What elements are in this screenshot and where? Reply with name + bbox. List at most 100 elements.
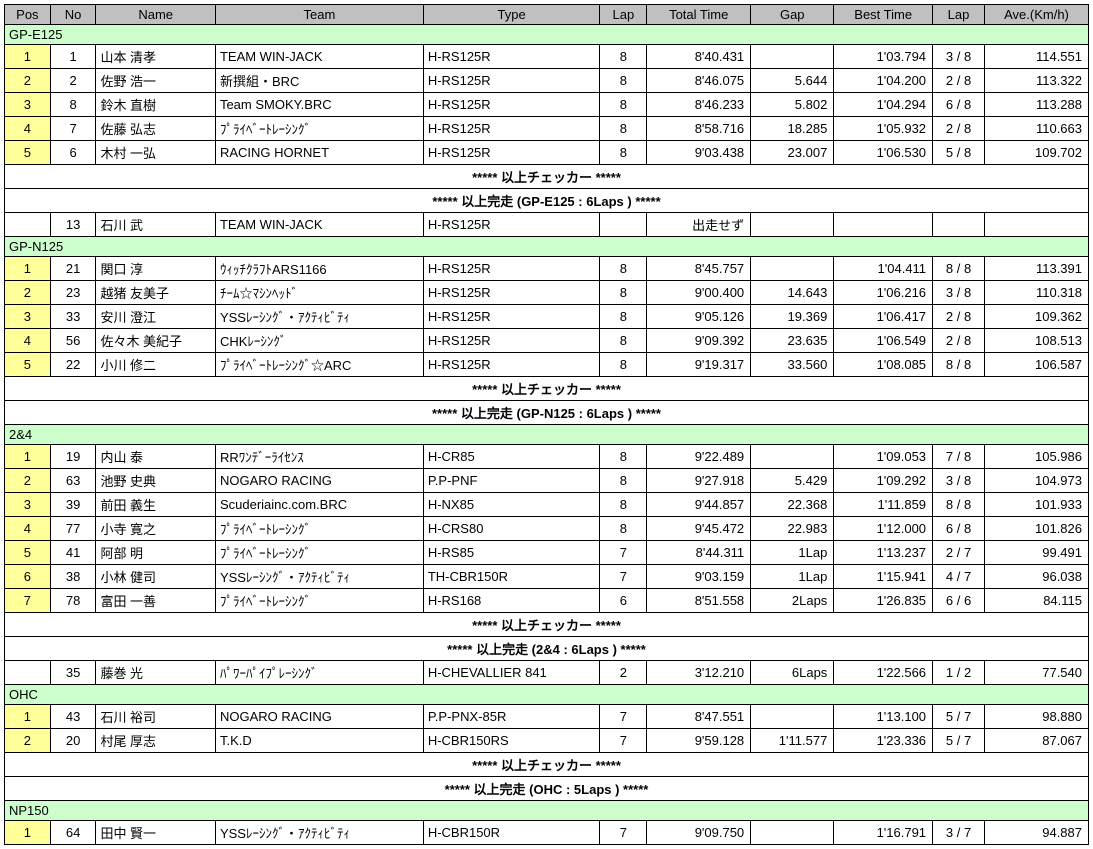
cell-blap: 2 / 8: [933, 69, 985, 93]
cell-blap: 8 / 8: [933, 257, 985, 281]
cell-type: H-RS125R: [423, 305, 600, 329]
cell-total: 9'03.438: [647, 141, 751, 165]
cell-gap: [751, 257, 834, 281]
cell-name: 小寺 寛之: [96, 517, 216, 541]
cell-lap: 7: [600, 705, 647, 729]
cell-total: 9'19.317: [647, 353, 751, 377]
cell-type: P.P-PNF: [423, 469, 600, 493]
cell-pos: 6: [5, 565, 51, 589]
cell-team: ﾌﾟﾗｲﾍﾞｰﾄﾚｰｼﾝｸﾞ: [215, 117, 423, 141]
cell-pos: 1: [5, 705, 51, 729]
cell-total: 8'47.551: [647, 705, 751, 729]
cell-ave: 109.702: [985, 141, 1089, 165]
cell-best: 1'03.794: [834, 45, 933, 69]
cell-gap: 5.644: [751, 69, 834, 93]
cell-blap: 4 / 7: [933, 565, 985, 589]
cell-gap: 5.802: [751, 93, 834, 117]
cell-no: 2: [50, 69, 96, 93]
cell-no: 8: [50, 93, 96, 117]
cell-total: 9'45.472: [647, 517, 751, 541]
message-text: ***** 以上チェッカー *****: [5, 613, 1089, 637]
result-row: 47佐藤 弘志ﾌﾟﾗｲﾍﾞｰﾄﾚｰｼﾝｸﾞH-RS125R88'58.71618…: [5, 117, 1089, 141]
cell-lap: 6: [600, 589, 647, 613]
cell-total: 9'27.918: [647, 469, 751, 493]
cell-lap: [600, 213, 647, 237]
cell-pos: 5: [5, 353, 51, 377]
cell-name: 村尾 厚志: [96, 729, 216, 753]
cell-gap: [751, 445, 834, 469]
cell-type: H-CBR150RS: [423, 729, 600, 753]
cell-lap: 8: [600, 141, 647, 165]
cell-name: 前田 義生: [96, 493, 216, 517]
result-row: 143石川 裕司NOGARO RACINGP.P-PNX-85R78'47.55…: [5, 705, 1089, 729]
class-header-row: GP-E125: [5, 25, 1089, 45]
cell-team: RACING HORNET: [215, 141, 423, 165]
cell-pos: 1: [5, 821, 51, 845]
cell-best: 1'16.791: [834, 821, 933, 845]
message-text: ***** 以上完走 (GP-N125 : 6Laps ) *****: [5, 401, 1089, 425]
cell-name: 石川 裕司: [96, 705, 216, 729]
cell-ave: 101.826: [985, 517, 1089, 541]
cell-lap: 8: [600, 469, 647, 493]
cell-blap: 6 / 8: [933, 93, 985, 117]
cell-team: YSSﾚｰｼﾝｸﾞ・ｱｸﾃｨﾋﾞﾃｨ: [215, 821, 423, 845]
cell-team: NOGARO RACING: [215, 469, 423, 493]
cell-blap: 5 / 7: [933, 705, 985, 729]
cell-pos: 4: [5, 117, 51, 141]
cell-gap: 1Lap: [751, 565, 834, 589]
result-row: 223越猪 友美子ﾁｰﾑ☆ﾏｼﾝﾍｯﾄﾞH-RS125R89'00.40014.…: [5, 281, 1089, 305]
cell-type: H-CRS80: [423, 517, 600, 541]
message-text: ***** 以上完走 (OHC : 5Laps ) *****: [5, 777, 1089, 801]
cell-pos: 4: [5, 517, 51, 541]
cell-no: 13: [50, 213, 96, 237]
class-label: GP-E125: [5, 25, 1089, 45]
cell-team: NOGARO RACING: [215, 705, 423, 729]
cell-no: 6: [50, 141, 96, 165]
cell-name: 越猪 友美子: [96, 281, 216, 305]
cell-no: 7: [50, 117, 96, 141]
cell-name: 田中 賢一: [96, 821, 216, 845]
cell-best: 1'22.566: [834, 661, 933, 685]
cell-team: 新撰組・BRC: [215, 69, 423, 93]
cell-no: 33: [50, 305, 96, 329]
result-row: 13石川 武TEAM WIN-JACKH-RS125R出走せず: [5, 213, 1089, 237]
message-text: ***** 以上チェッカー *****: [5, 753, 1089, 777]
cell-total: 8'46.233: [647, 93, 751, 117]
cell-gap: 19.369: [751, 305, 834, 329]
cell-gap: 22.368: [751, 493, 834, 517]
cell-pos: 1: [5, 257, 51, 281]
col-lap: Lap: [600, 5, 647, 25]
cell-pos: 2: [5, 729, 51, 753]
result-row: 11山本 清孝TEAM WIN-JACKH-RS125R88'40.4311'0…: [5, 45, 1089, 69]
result-row: 56木村 一弘RACING HORNETH-RS125R89'03.43823.…: [5, 141, 1089, 165]
result-row: 121関口 淳ｳｨｯﾁｸﾗﾌﾄARS1166H-RS125R88'45.7571…: [5, 257, 1089, 281]
cell-gap: 33.560: [751, 353, 834, 377]
cell-type: H-RS125R: [423, 45, 600, 69]
cell-pos: 7: [5, 589, 51, 613]
class-header-row: GP-N125: [5, 237, 1089, 257]
cell-no: 43: [50, 705, 96, 729]
col-no: No: [50, 5, 96, 25]
cell-name: 阿部 明: [96, 541, 216, 565]
cell-type: H-RS125R: [423, 117, 600, 141]
cell-blap: 6 / 8: [933, 517, 985, 541]
cell-gap: 6Laps: [751, 661, 834, 685]
cell-total: 3'12.210: [647, 661, 751, 685]
cell-no: 38: [50, 565, 96, 589]
cell-blap: 1 / 2: [933, 661, 985, 685]
col-team: Team: [215, 5, 423, 25]
result-row: 263池野 史典NOGARO RACINGP.P-PNF89'27.9185.4…: [5, 469, 1089, 493]
cell-name: 富田 一善: [96, 589, 216, 613]
cell-team: ﾌﾟﾗｲﾍﾞｰﾄﾚｰｼﾝｸﾞ: [215, 589, 423, 613]
cell-ave: 101.933: [985, 493, 1089, 517]
cell-team: ﾌﾟﾗｲﾍﾞｰﾄﾚｰｼﾝｸﾞ☆ARC: [215, 353, 423, 377]
cell-pos: [5, 213, 51, 237]
cell-type: H-CHEVALLIER 841: [423, 661, 600, 685]
cell-ave: 94.887: [985, 821, 1089, 845]
message-row: ***** 以上チェッカー *****: [5, 613, 1089, 637]
message-row: ***** 以上完走 (GP-E125 : 6Laps ) *****: [5, 189, 1089, 213]
cell-type: H-CR85: [423, 445, 600, 469]
cell-pos: 1: [5, 45, 51, 69]
message-text: ***** 以上チェッカー *****: [5, 377, 1089, 401]
cell-best: 1'26.835: [834, 589, 933, 613]
